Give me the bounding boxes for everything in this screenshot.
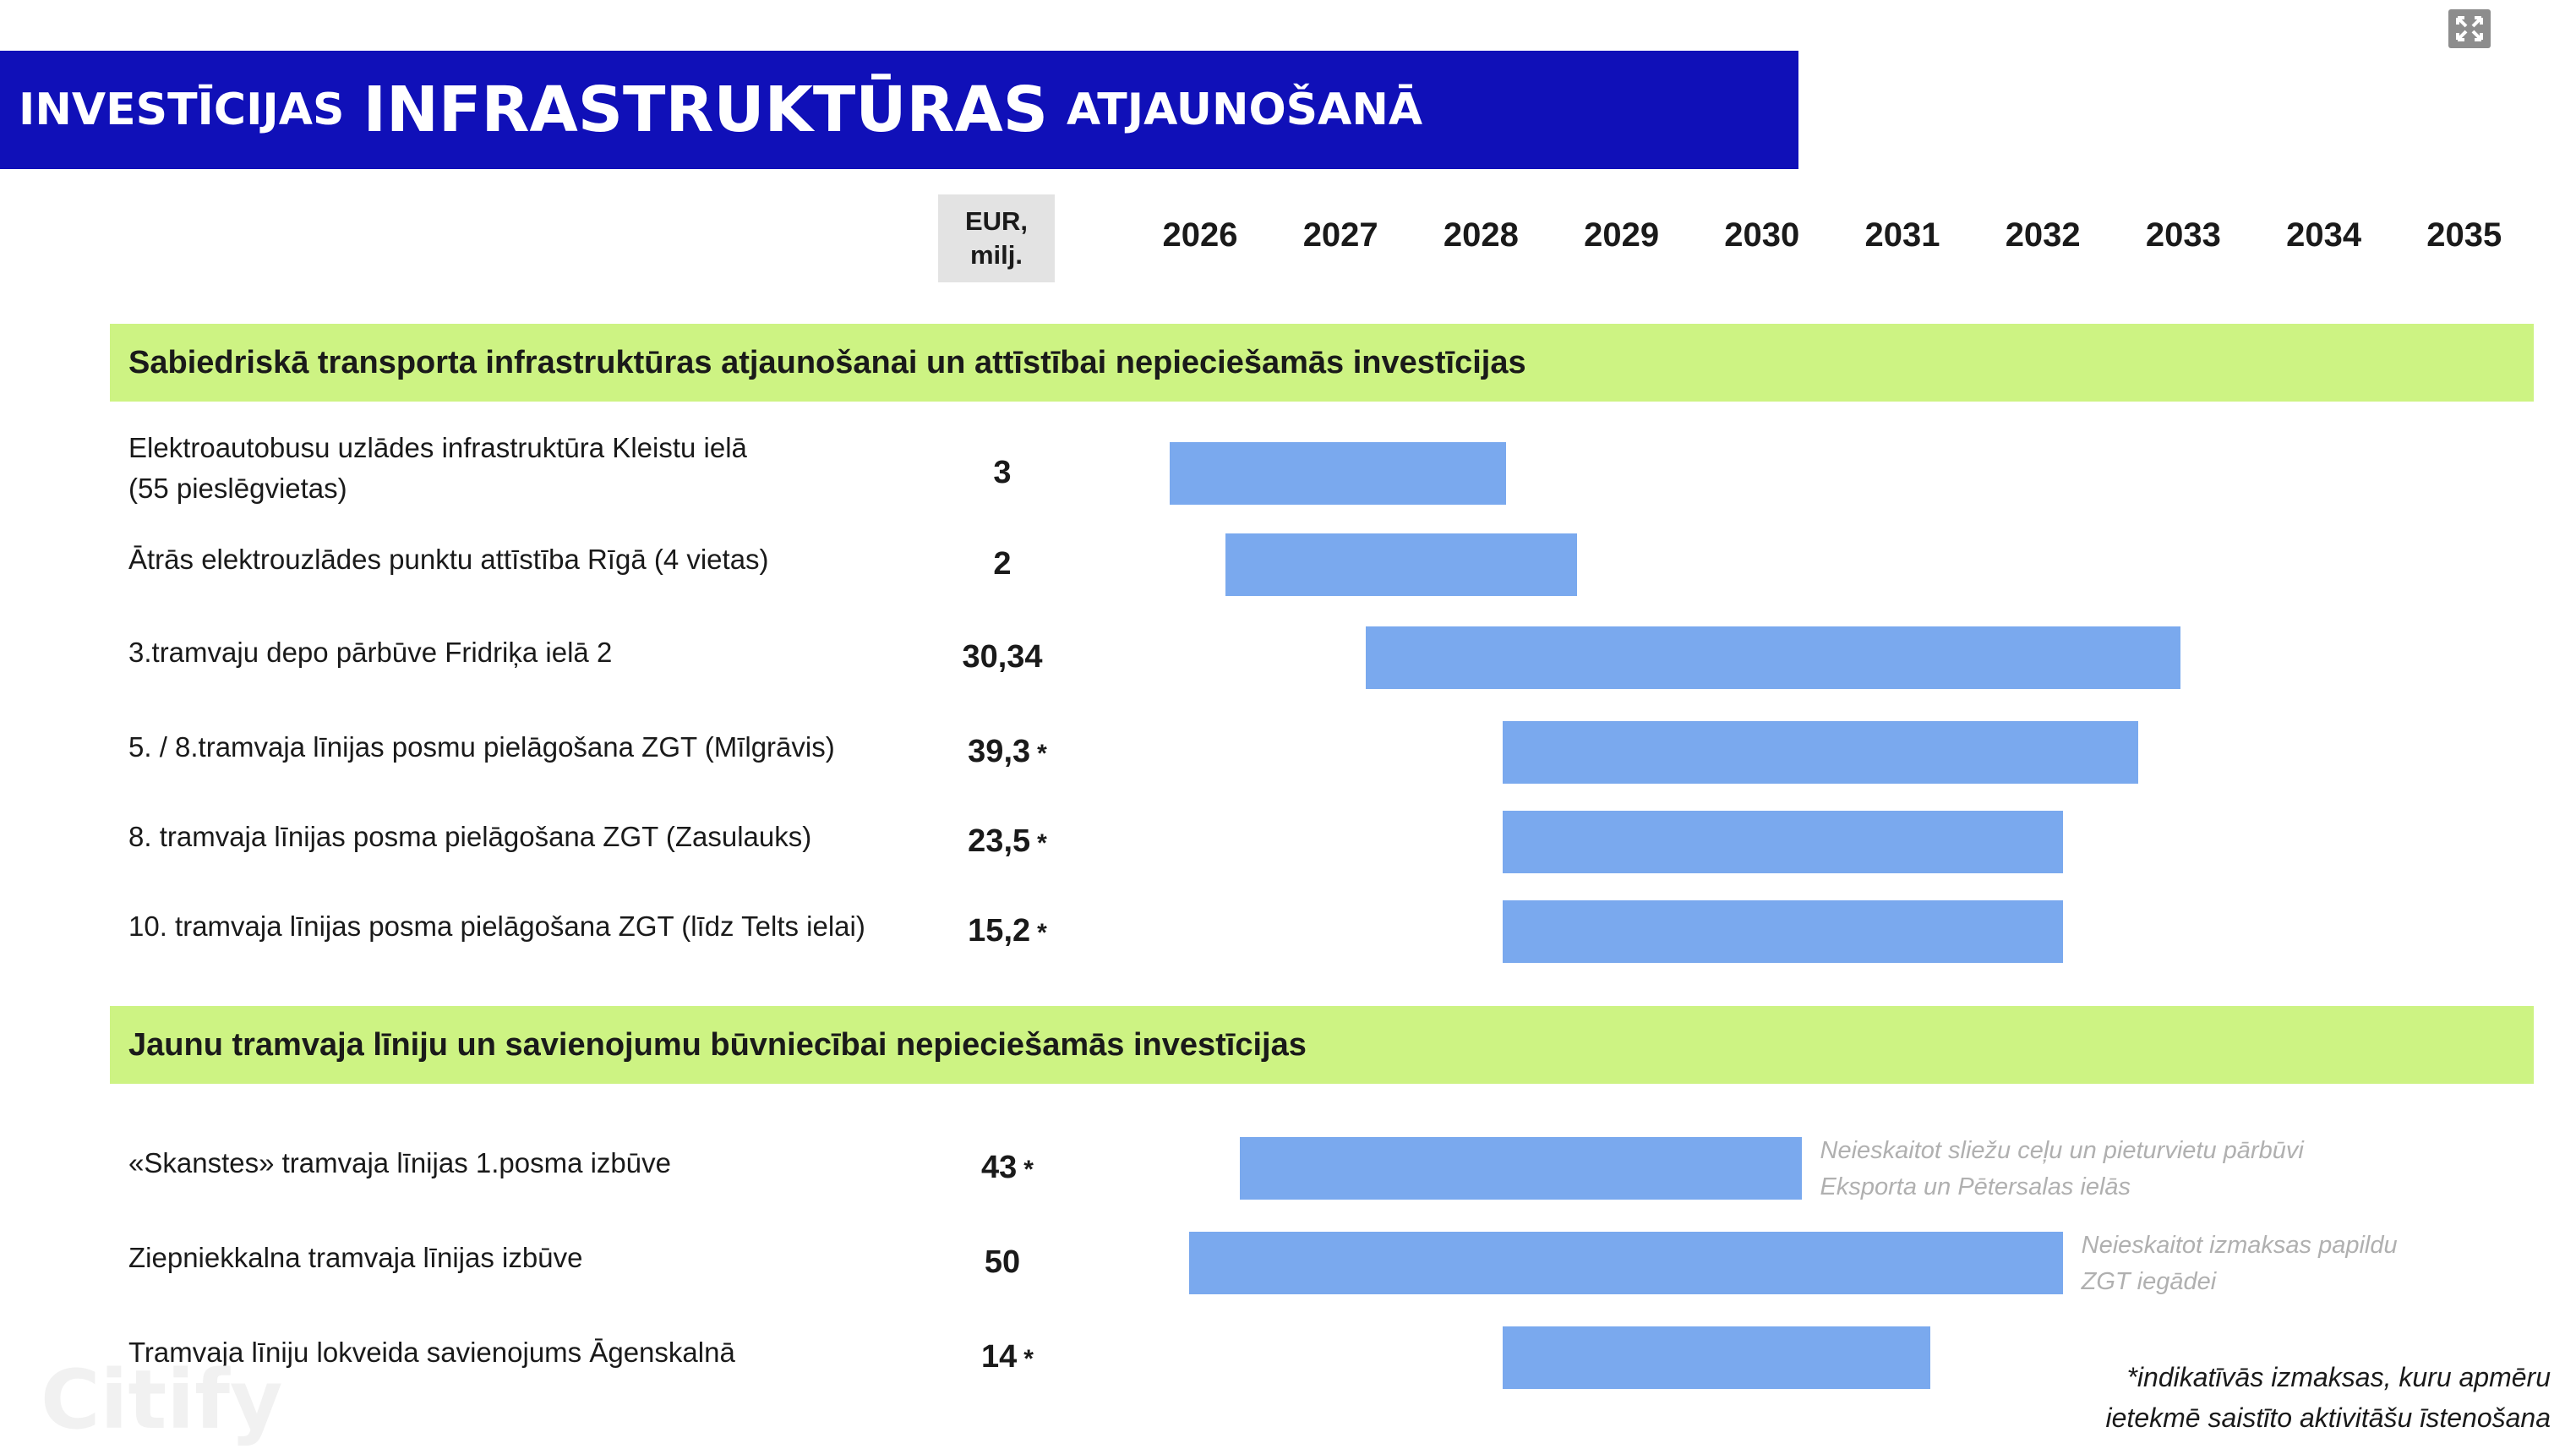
- row-label-line: «Skanstes» tramvaja līnijas 1.posma izbū…: [128, 1147, 671, 1178]
- row-value: 14 *: [923, 1339, 1092, 1375]
- timeline-bar: [1366, 626, 2181, 689]
- row-label: 10. tramvaja līnijas posma pielāgošana Z…: [128, 906, 931, 947]
- value-header-line: milj.: [969, 240, 1023, 270]
- row-note-line: ZGT iegādei: [2081, 1268, 2217, 1295]
- timeline-bar: [1188, 1232, 2063, 1294]
- expand-icon-graphic: [2456, 16, 2483, 41]
- row-value-number: 15,2: [968, 913, 1031, 949]
- row-value: 50: [918, 1244, 1087, 1281]
- row-note-line: Neieskaitot sliežu ceļu un pieturvietu p…: [1820, 1137, 2304, 1164]
- year-label-2026: 2026: [1162, 216, 1238, 254]
- year-label-2027: 2027: [1302, 216, 1378, 254]
- row-label-line: 5. / 8.tramvaja līnijas posmu pielāgošan…: [128, 731, 835, 763]
- year-label-2035: 2035: [2426, 216, 2502, 254]
- row-value-number: 30,34: [962, 639, 1043, 675]
- row-value-asterisk: *: [1037, 740, 1047, 768]
- title-part-1: INVESTĪCIJAS: [19, 85, 345, 135]
- row-label: Ziepniekkalna tramvaja līnijas izbūve: [128, 1238, 931, 1278]
- title-part-3: ATJAUNOŠANĀ: [1067, 85, 1423, 135]
- year-label-2029: 2029: [1584, 216, 1660, 254]
- row-label-line: Tramvaja līniju lokveida savienojums Āge…: [128, 1337, 735, 1368]
- row-label-line: Ziepniekkalna tramvaja līnijas izbūve: [128, 1242, 583, 1273]
- year-label-2033: 2033: [2145, 216, 2221, 254]
- row-label-line: 3.tramvaju depo pārbūve Fridriķa ielā 2: [128, 637, 613, 668]
- row-note: Neieskaitot sliežu ceļu un pieturvietu p…: [1820, 1133, 2429, 1206]
- year-label-2032: 2032: [2005, 216, 2081, 254]
- row-label: 5. / 8.tramvaja līnijas posmu pielāgošan…: [128, 727, 931, 768]
- timeline-bar: [1239, 1137, 1802, 1200]
- timeline-bar: [1225, 533, 1577, 596]
- row-value-number: 43: [981, 1150, 1018, 1185]
- row-value-number: 50: [984, 1244, 1021, 1280]
- row-label-line: Ātrās elektrouzlādes punktu attīstība Rī…: [128, 544, 769, 575]
- section-header-2: Jaunu tramvaja līniju un savienojumu būv…: [110, 1006, 2534, 1084]
- row-note: Neieskaitot izmaksas papildu ZGT iegādei: [2082, 1228, 2576, 1300]
- timeline-bar: [1502, 1326, 1931, 1389]
- row-value-number: 39,3: [968, 734, 1031, 769]
- row-value-asterisk: *: [1037, 829, 1047, 857]
- row-value-number: 23,5: [968, 823, 1031, 859]
- row-value-number: 14: [981, 1339, 1018, 1375]
- row-label: Tramvaja līniju lokveida savienojums Āge…: [128, 1332, 931, 1373]
- row-value-asterisk: *: [1037, 919, 1047, 947]
- row-value-number: 2: [993, 546, 1012, 582]
- year-label-2028: 2028: [1443, 216, 1519, 254]
- row-value: 43 *: [923, 1150, 1092, 1186]
- row-value-asterisk: *: [1023, 1156, 1034, 1184]
- footnote-line: ietekmē saistīto aktivitāšu īstenošana: [2105, 1403, 2551, 1433]
- row-value: 15,2 *: [923, 913, 1092, 949]
- timeline-bar: [1502, 900, 2063, 963]
- row-value-number: 3: [993, 455, 1012, 490]
- row-value: 3: [918, 455, 1087, 491]
- row-label: Ātrās elektrouzlādes punktu attīstība Rī…: [128, 539, 931, 580]
- row-label-line: Elektroautobusu uzlādes infrastruktūra K…: [128, 432, 747, 463]
- row-label: 3.tramvaju depo pārbūve Fridriķa ielā 2: [128, 632, 931, 673]
- row-value: 39,3 *: [923, 734, 1092, 770]
- watermark: Citify: [41, 1353, 283, 1447]
- row-label: Elektroautobusu uzlādes infrastruktūra K…: [128, 428, 931, 509]
- section-header-1: Sabiedriskā transporta infrastruktūras a…: [110, 324, 2534, 402]
- row-value: 2: [918, 546, 1087, 582]
- value-header: EUR, milj.: [938, 194, 1055, 282]
- year-label-2034: 2034: [2286, 216, 2362, 254]
- row-label: «Skanstes» tramvaja līnijas 1.posma izbū…: [128, 1143, 931, 1184]
- timeline-bar: [1502, 811, 2063, 873]
- row-value-asterisk: *: [1023, 1345, 1034, 1373]
- footnote-line: *indikatīvās izmaksas, kuru apmēru: [2126, 1362, 2551, 1392]
- value-header-line: EUR,: [964, 206, 1029, 236]
- timeline-bar: [1502, 721, 2139, 784]
- year-label-2031: 2031: [1864, 216, 1940, 254]
- row-label-line: 8. tramvaja līnijas posma pielāgošana ZG…: [128, 821, 812, 852]
- row-value: 30,34: [918, 639, 1087, 675]
- title-bar: INVESTĪCIJAS INFRASTRUKTŪRAS ATJAUNOŠANĀ: [0, 51, 1798, 169]
- footnote: *indikatīvās izmaksas, kuru apmēru ietekm…: [1959, 1357, 2551, 1438]
- row-label-line: (55 pieslēgvietas): [128, 473, 347, 504]
- timeline-bar: [1169, 442, 1507, 505]
- expand-icon[interactable]: [2448, 9, 2491, 48]
- title-part-2: INFRASTRUKTŪRAS: [363, 74, 1049, 146]
- row-label-line: 10. tramvaja līnijas posma pielāgošana Z…: [128, 910, 865, 942]
- year-label-2030: 2030: [1724, 216, 1800, 254]
- row-label: 8. tramvaja līnijas posma pielāgošana ZG…: [128, 817, 931, 857]
- row-value: 23,5 *: [923, 823, 1092, 860]
- row-note-line: Neieskaitot izmaksas papildu: [2081, 1232, 2398, 1259]
- row-note-line: Eksporta un Pētersalas ielās: [1820, 1173, 2131, 1200]
